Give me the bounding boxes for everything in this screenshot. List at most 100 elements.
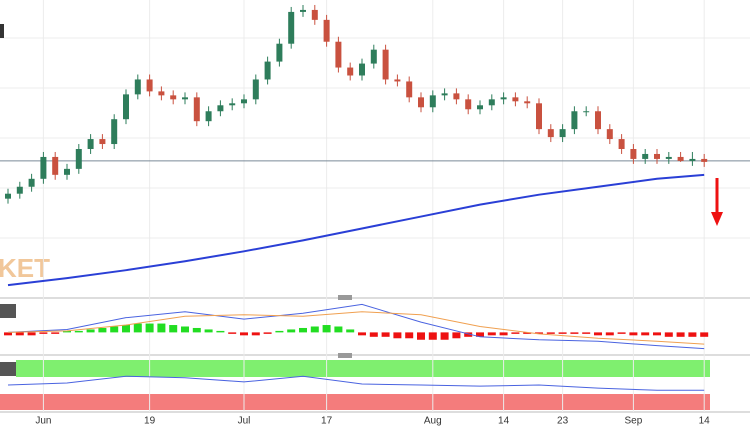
histogram-bar: [299, 327, 307, 333]
candle-body: [205, 111, 212, 122]
x-tick-label: Aug: [424, 416, 442, 427]
candle-body: [5, 193, 11, 199]
histogram-bar: [511, 332, 520, 334]
histogram-bar: [688, 332, 697, 337]
x-tick-label: 23: [557, 416, 569, 427]
sma-line: [7, 173, 705, 287]
down-arrow: [711, 178, 723, 226]
candle-body: [241, 99, 247, 104]
candle-body: [595, 111, 601, 130]
histogram-bar: [263, 332, 272, 334]
candle-body: [182, 97, 188, 100]
pane-label: [0, 24, 4, 38]
candle-body: [300, 9, 306, 12]
candle-body: [406, 81, 413, 98]
histogram-bar: [110, 326, 119, 333]
histogram-bar: [664, 332, 673, 337]
x-tick-label: Jul: [238, 416, 251, 427]
pane-label: [0, 304, 16, 318]
histogram-bar: [452, 332, 461, 339]
candle-body: [146, 79, 153, 92]
candle-body: [394, 79, 401, 82]
candle-body: [488, 99, 495, 106]
candle-body: [453, 93, 460, 100]
candle-body: [654, 153, 660, 159]
histogram-bar: [629, 332, 638, 336]
candle-body: [441, 93, 448, 96]
histogram-bar: [405, 332, 414, 339]
rsi-line: [7, 375, 705, 391]
histogram-bar: [617, 332, 626, 334]
candle-body: [618, 139, 625, 149]
histogram-bar: [476, 332, 484, 337]
candle-body: [288, 11, 295, 44]
candle-body: [571, 111, 578, 130]
candle-body: [477, 105, 483, 110]
candle-body: [87, 139, 94, 149]
histogram-bar: [322, 325, 331, 333]
histogram-bar: [133, 323, 142, 333]
histogram-bar: [700, 332, 709, 337]
candle-body: [524, 101, 531, 104]
histogram-bar: [428, 332, 437, 340]
candle-body: [134, 79, 141, 95]
histogram-bar: [98, 327, 107, 333]
candle-body: [217, 105, 224, 112]
histogram-bar: [641, 332, 650, 336]
histogram-bar: [157, 323, 166, 333]
histogram-bar: [653, 332, 661, 336]
candle-body: [418, 97, 424, 108]
candle-body: [276, 43, 283, 62]
oversold-band: [0, 394, 710, 410]
candle-body: [359, 63, 365, 76]
histogram-bar: [145, 323, 154, 333]
histogram-bar: [287, 329, 296, 333]
candle-body: [123, 94, 129, 120]
x-tick-label: 17: [321, 416, 333, 427]
histogram-bar: [570, 332, 579, 334]
x-tick-label: 14: [699, 416, 711, 427]
candle-body: [323, 19, 330, 42]
histogram-bar: [204, 329, 213, 333]
candle-body: [264, 61, 271, 80]
histogram-bar: [334, 326, 343, 333]
histogram-bar: [346, 329, 355, 333]
candle-body: [52, 156, 59, 175]
candle-body: [630, 149, 637, 159]
pane-label: [0, 362, 16, 376]
histogram-bar: [74, 330, 83, 333]
histogram-bar: [582, 332, 591, 334]
x-tick-label: Jun: [35, 416, 51, 427]
histogram-bar: [605, 332, 614, 336]
watermark: KET: [0, 253, 50, 283]
histogram-bar: [228, 332, 237, 334]
candle-body: [347, 67, 354, 76]
candle-body: [64, 168, 70, 175]
candle-body: [583, 111, 590, 113]
histogram-bar: [240, 332, 248, 336]
candle-body: [193, 97, 200, 122]
histogram-bar: [535, 332, 543, 334]
candle-body: [28, 178, 35, 187]
candle-body: [99, 139, 106, 145]
histogram-bar: [381, 332, 390, 337]
histogram-bar: [216, 330, 225, 333]
histogram-bar: [464, 332, 473, 337]
signal-line: [7, 311, 705, 345]
candle-body: [559, 129, 566, 138]
candle-body: [16, 186, 23, 194]
histogram-bar: [523, 332, 532, 334]
histogram-bar: [27, 332, 36, 336]
candle-body: [252, 79, 259, 100]
histogram-bar: [676, 332, 685, 337]
pane-handle[interactable]: [338, 353, 352, 358]
histogram-bar: [275, 330, 284, 333]
pane-handle[interactable]: [338, 295, 352, 300]
candle-body: [429, 95, 436, 108]
candle-body: [111, 119, 118, 145]
histogram-bar: [393, 332, 402, 339]
candle-body: [606, 129, 613, 140]
x-tick-label: 19: [144, 416, 156, 427]
candle-body: [512, 97, 519, 102]
candle-body: [547, 129, 554, 138]
